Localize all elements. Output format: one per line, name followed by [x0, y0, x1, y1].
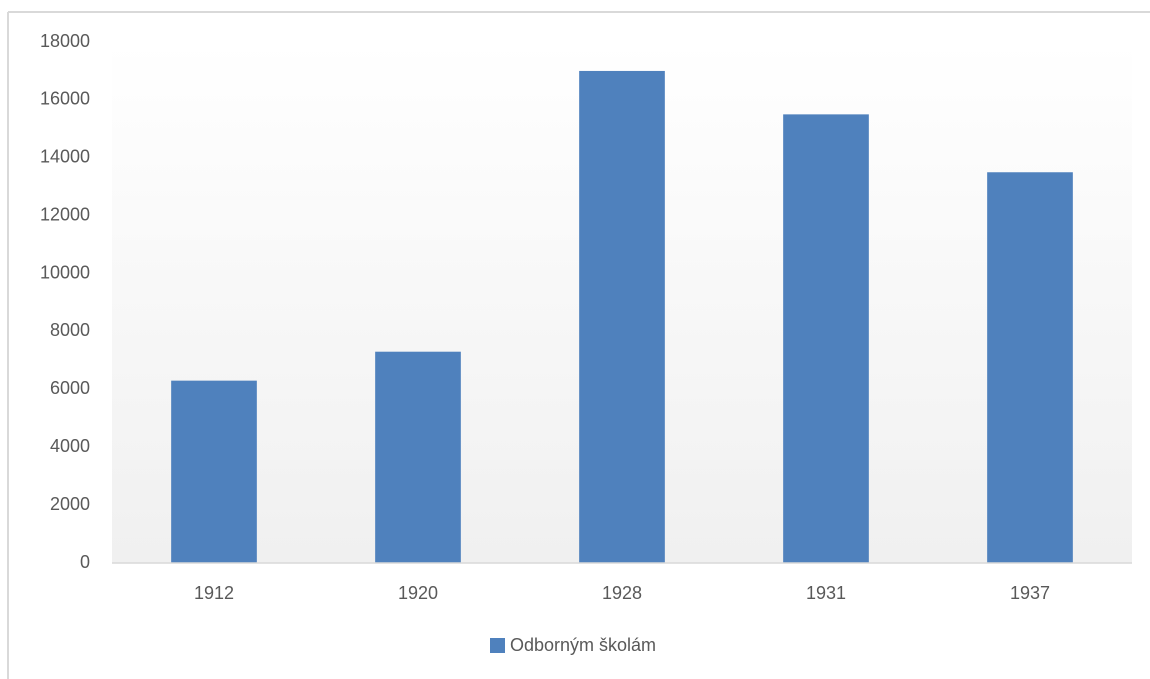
y-tick-label: 18000: [40, 31, 90, 51]
x-tick-label: 1912: [194, 583, 234, 603]
x-tick-label: 1937: [1010, 583, 1050, 603]
x-tick-label: 1920: [398, 583, 438, 603]
y-tick-label: 6000: [50, 378, 90, 398]
y-tick-label: 16000: [40, 89, 90, 109]
y-tick-label: 0: [80, 552, 90, 572]
y-tick-label: 8000: [50, 320, 90, 340]
y-tick-label: 10000: [40, 262, 90, 282]
y-tick-label: 12000: [40, 204, 90, 224]
y-tick-label: 4000: [50, 436, 90, 456]
bar: [987, 172, 1073, 563]
bar: [171, 380, 257, 563]
y-tick-label: 14000: [40, 147, 90, 167]
bar: [783, 114, 869, 563]
legend-swatch: [490, 638, 505, 653]
bar: [375, 351, 461, 563]
x-tick-label: 1928: [602, 583, 642, 603]
x-tick-label: 1931: [806, 583, 846, 603]
legend-label: Odborným školám: [510, 635, 656, 655]
bar: [579, 70, 665, 563]
y-tick-label: 2000: [50, 494, 90, 514]
